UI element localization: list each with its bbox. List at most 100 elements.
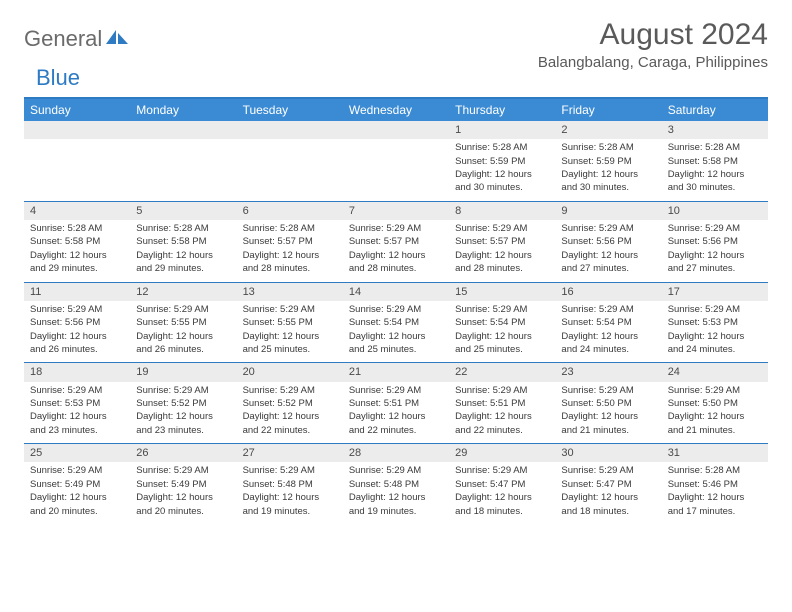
day1-text: Daylight: 12 hours — [561, 492, 655, 504]
sunset-text: Sunset: 5:59 PM — [561, 156, 655, 168]
day1-text: Daylight: 12 hours — [30, 411, 124, 423]
day1-text: Daylight: 12 hours — [668, 169, 762, 181]
day2-text: and 18 minutes. — [561, 506, 655, 518]
day-number: 20 — [237, 363, 343, 382]
day-number: 5 — [130, 201, 236, 220]
day-number: 15 — [449, 282, 555, 301]
sunset-text: Sunset: 5:58 PM — [136, 236, 230, 248]
day-number: 19 — [130, 363, 236, 382]
weekday-header: Wednesday — [343, 98, 449, 121]
day2-text: and 28 minutes. — [455, 263, 549, 275]
location-label: Balangbalang, Caraga, Philippines — [538, 54, 768, 71]
day-cell — [24, 139, 130, 201]
sunrise-text: Sunrise: 5:28 AM — [668, 142, 762, 154]
day-number: 23 — [555, 363, 661, 382]
day1-text: Daylight: 12 hours — [668, 331, 762, 343]
day2-text: and 30 minutes. — [561, 182, 655, 194]
sunset-text: Sunset: 5:57 PM — [455, 236, 549, 248]
day-number: 30 — [555, 444, 661, 463]
day-number: 8 — [449, 201, 555, 220]
day-number: 17 — [662, 282, 768, 301]
sunrise-text: Sunrise: 5:29 AM — [561, 385, 655, 397]
day-cell: Sunrise: 5:29 AMSunset: 5:53 PMDaylight:… — [24, 382, 130, 444]
sunset-text: Sunset: 5:56 PM — [30, 317, 124, 329]
weekday-header: Thursday — [449, 98, 555, 121]
day2-text: and 17 minutes. — [668, 506, 762, 518]
weekday-header: Friday — [555, 98, 661, 121]
daynum-row: 11121314151617 — [24, 282, 768, 301]
sunset-text: Sunset: 5:49 PM — [136, 479, 230, 491]
day2-text: and 27 minutes. — [668, 263, 762, 275]
sunset-text: Sunset: 5:50 PM — [561, 398, 655, 410]
sunset-text: Sunset: 5:47 PM — [561, 479, 655, 491]
day1-text: Daylight: 12 hours — [561, 331, 655, 343]
day-cell: Sunrise: 5:28 AMSunset: 5:58 PMDaylight:… — [662, 139, 768, 201]
daynum-row: 123 — [24, 121, 768, 139]
day-number: 9 — [555, 201, 661, 220]
day1-text: Daylight: 12 hours — [136, 411, 230, 423]
day2-text: and 28 minutes. — [243, 263, 337, 275]
day2-text: and 30 minutes. — [668, 182, 762, 194]
day-cell: Sunrise: 5:29 AM Sunset: 5:49 PMDaylight:… — [130, 462, 236, 524]
sunrise-text: Sunrise: 5:29 AM — [455, 304, 549, 316]
sunset-text: Sunset: 5:54 PM — [455, 317, 549, 329]
day1-text: Daylight: 12 hours — [243, 331, 337, 343]
sunrise-text: Sunrise: 5:29 AM — [349, 465, 443, 477]
daynum-row: 45678910 — [24, 201, 768, 220]
day-cell: Sunrise: 5:29 AMSunset: 5:54 PMDaylight:… — [555, 301, 661, 363]
day-cell: Sunrise: 5:29 AMSunset: 5:50 PMDaylight:… — [662, 382, 768, 444]
day-number: 1 — [449, 121, 555, 139]
daynum-row: 18192021222324 — [24, 363, 768, 382]
sunset-text: Sunset: 5:54 PM — [561, 317, 655, 329]
sunset-text: Sunset: 5:56 PM — [561, 236, 655, 248]
sunrise-text: Sunrise: 5:29 AM — [455, 465, 549, 477]
day1-text: Daylight: 12 hours — [455, 250, 549, 262]
sunrise-text: Sunrise: 5:29 AM — [243, 385, 337, 397]
sunrise-text: Sunrise: 5:29 AM — [561, 223, 655, 235]
day2-text: and 22 minutes. — [455, 425, 549, 437]
sunrise-text: Sunrise: 5:28 AM — [243, 223, 337, 235]
day-cell: Sunrise: 5:29 AMSunset: 5:56 PMDaylight:… — [555, 220, 661, 282]
sunrise-text: Sunrise: 5:29 AM — [136, 304, 230, 316]
sunset-text: Sunset: 5:47 PM — [455, 479, 549, 491]
day-number: 27 — [237, 444, 343, 463]
day1-text: Daylight: 12 hours — [136, 492, 230, 504]
sunset-text: Sunset: 5:46 PM — [668, 479, 762, 491]
sunset-text: Sunset: 5:55 PM — [136, 317, 230, 329]
day-cell: Sunrise: 5:29 AMSunset: 5:55 PMDaylight:… — [130, 301, 236, 363]
day2-text: and 30 minutes. — [455, 182, 549, 194]
day-cell: Sunrise: 5:29 AMSunset: 5:48 PMDaylight:… — [237, 462, 343, 524]
sunset-text: Sunset: 5:55 PM — [243, 317, 337, 329]
day1-text: Daylight: 12 hours — [30, 331, 124, 343]
sunset-text: Sunset: 5:51 PM — [455, 398, 549, 410]
day1-text: Daylight: 12 hours — [561, 169, 655, 181]
sunset-text: Sunset: 5:57 PM — [243, 236, 337, 248]
day1-text: Daylight: 12 hours — [136, 250, 230, 262]
sunrise-text: Sunrise: 5:29 AM — [30, 304, 124, 316]
sunrise-text: Sunrise: 5:29 AM — [349, 304, 443, 316]
month-title: August 2024 — [538, 18, 768, 52]
sunset-text: Sunset: 5:57 PM — [349, 236, 443, 248]
day-cell — [343, 139, 449, 201]
day-cell: Sunrise: 5:28 AMSunset: 5:46 PMDaylight:… — [662, 462, 768, 524]
sunset-text: Sunset: 5:49 PM — [30, 479, 124, 491]
day1-text: Daylight: 12 hours — [30, 250, 124, 262]
day-cell: Sunrise: 5:29 AMSunset: 5:57 PMDaylight:… — [343, 220, 449, 282]
day-cell: Sunrise: 5:29 AMSunset: 5:54 PMDaylight:… — [343, 301, 449, 363]
day1-text: Daylight: 12 hours — [455, 411, 549, 423]
content-row: Sunrise: 5:28 AMSunset: 5:59 PMDaylight:… — [24, 139, 768, 201]
day1-text: Daylight: 12 hours — [561, 411, 655, 423]
day-number: 2 — [555, 121, 661, 139]
day2-text: and 27 minutes. — [561, 263, 655, 275]
sunrise-text: Sunrise: 5:28 AM — [668, 465, 762, 477]
logo-text-part1: General — [24, 26, 102, 52]
weekday-header: Saturday — [662, 98, 768, 121]
day-number — [24, 121, 130, 139]
day-number: 3 — [662, 121, 768, 139]
sunrise-text: Sunrise: 5:29 AM — [136, 465, 230, 477]
sunset-text: Sunset: 5:53 PM — [30, 398, 124, 410]
title-block: August 2024 Balangbalang, Caraga, Philip… — [538, 18, 768, 71]
day2-text: and 18 minutes. — [455, 506, 549, 518]
sunrise-text: Sunrise: 5:29 AM — [30, 465, 124, 477]
sunrise-text: Sunrise: 5:29 AM — [243, 304, 337, 316]
